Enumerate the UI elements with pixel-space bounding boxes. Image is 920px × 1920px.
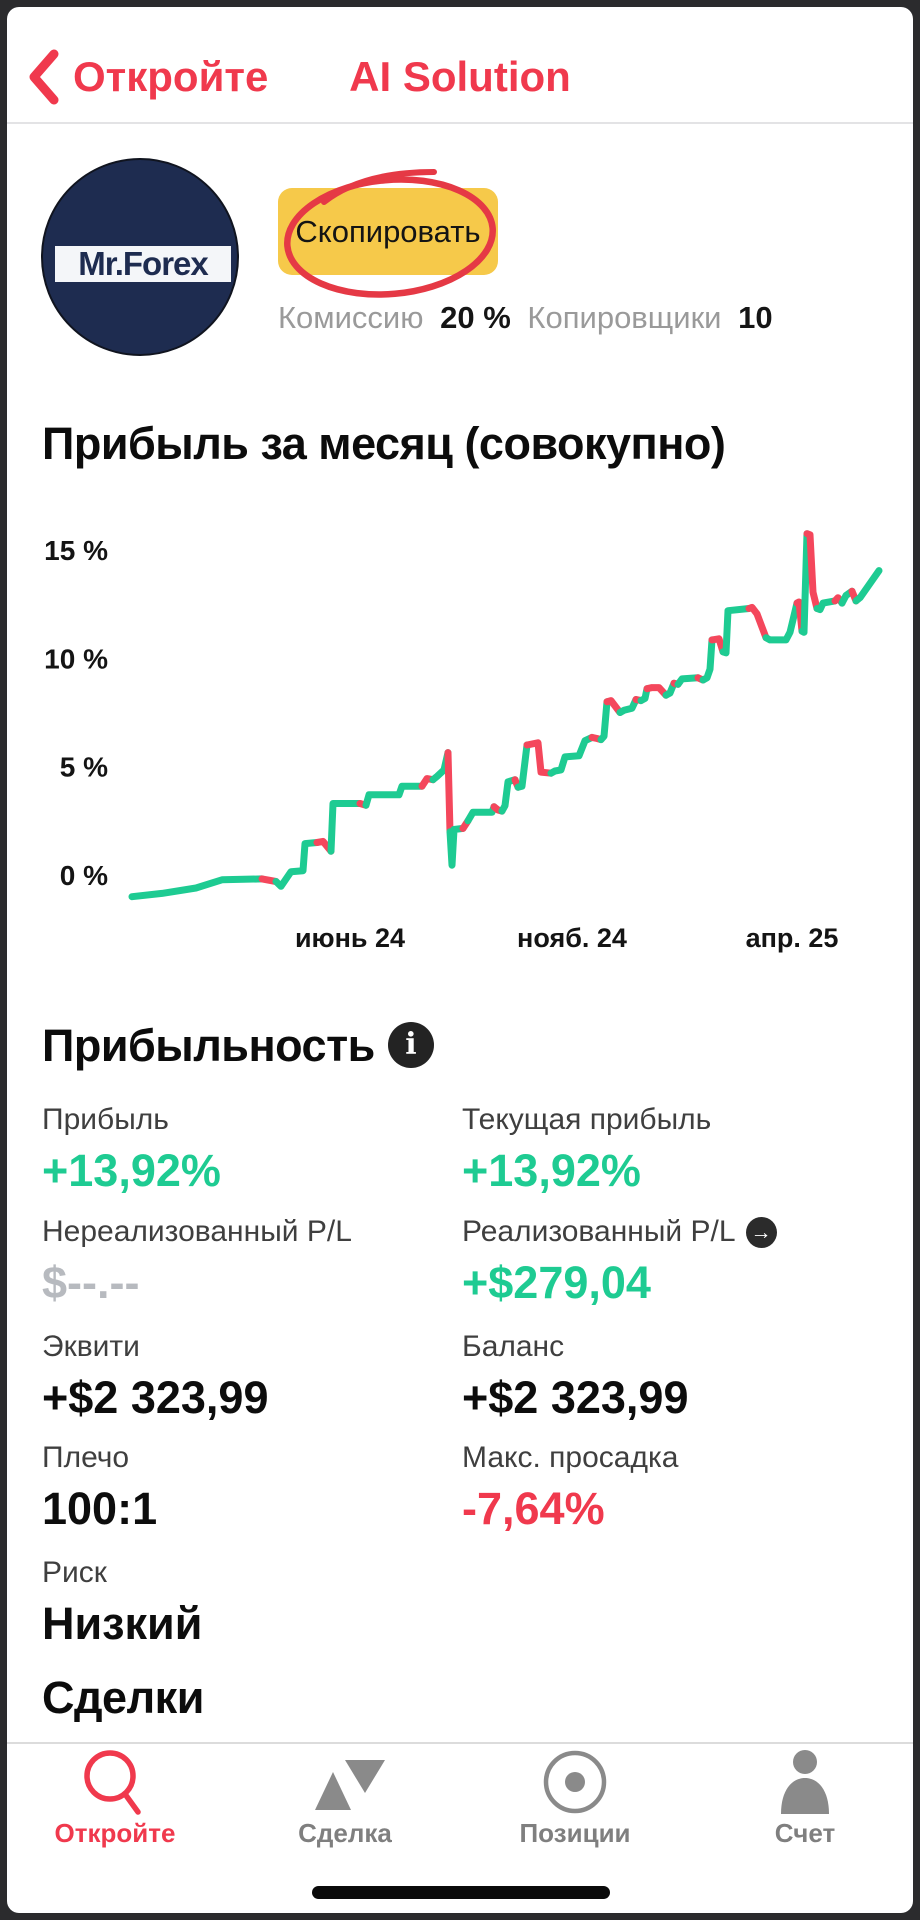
stat-label: Баланс (462, 1330, 565, 1363)
stat-value: -7,64% (462, 1483, 605, 1534)
stat-risk: Риск Низкий (42, 1556, 462, 1650)
tabbar-divider (7, 1742, 913, 1744)
copiers-value: 10 (738, 300, 773, 335)
stat-label: Текущая прибыль (462, 1103, 712, 1136)
monthly-profit-heading: Прибыль за месяц (совокупно) (42, 418, 726, 469)
stat-value: 100:1 (42, 1483, 158, 1534)
svg-text:15 %: 15 % (44, 535, 108, 566)
tab-trade[interactable]: Сделка (255, 1746, 435, 1866)
trades-heading: Сделки (42, 1672, 204, 1723)
stat-label: Макс. просадка (462, 1441, 679, 1474)
stat-realized-pl: Реализованный P/L → +$279,04 (462, 1215, 882, 1309)
stat-max-drawdown: Макс. просадка -7,64% (462, 1441, 882, 1535)
tab-positions[interactable]: Позиции (485, 1746, 665, 1866)
stat-leverage: Плечо 100:1 (42, 1441, 462, 1535)
commission-line: Комиссию 20 % Копировщики 10 (278, 300, 781, 336)
stat-label: Эквити (42, 1330, 140, 1363)
trader-avatar[interactable]: Mr.Forex (41, 158, 239, 356)
avatar-logo-band: Mr.Forex (55, 245, 231, 282)
copiers-label: Копировщики (527, 300, 722, 335)
stat-label: Прибыль (42, 1103, 169, 1136)
tab-label: Позиции (519, 1818, 631, 1848)
stat-equity: Эквити +$2 323,99 (42, 1330, 462, 1424)
tab-account[interactable]: Счет (715, 1746, 895, 1866)
svg-text:10 %: 10 % (44, 643, 108, 674)
stat-label: Риск (42, 1556, 107, 1589)
stat-label-text: Реализованный P/L (462, 1215, 736, 1248)
app-screen: Откройте AI Solution Mr.Forex Скопироват… (7, 7, 913, 1913)
tab-label: Сделка (298, 1818, 392, 1848)
commission-label: Комиссию (278, 300, 424, 335)
tab-label: Откройте (54, 1818, 176, 1848)
copy-highlight-scribble-icon (284, 169, 496, 298)
stat-balance: Баланс +$2 323,99 (462, 1330, 882, 1424)
search-icon (84, 1750, 141, 1815)
page-title: AI Solution (349, 53, 571, 100)
stat-value: +13,92% (462, 1145, 641, 1196)
home-indicator[interactable] (312, 1886, 610, 1899)
stat-profit: Прибыль +13,92% (42, 1103, 462, 1197)
info-icon[interactable]: i (388, 1022, 434, 1068)
commission-value: 20 % (440, 300, 511, 335)
stat-current-profit: Текущая прибыль +13,92% (462, 1103, 882, 1197)
profitability-heading: Прибыльность (42, 1020, 375, 1071)
triangles-icon (315, 1760, 385, 1810)
svg-text:5 %: 5 % (60, 752, 108, 783)
stat-value: $--.-- (42, 1257, 140, 1308)
stat-label: Нереализованный P/L (42, 1215, 352, 1248)
stat-value: +13,92% (42, 1145, 221, 1196)
stat-label: Реализованный P/L → (462, 1215, 882, 1249)
svg-text:нояб. 24: нояб. 24 (517, 923, 627, 953)
profit-line-chart[interactable]: 15 % 10 % 5 % 0 % июнь 24 нояб. 24 апр. 25 (7, 500, 913, 970)
avatar-logo-text: Mr.Forex (78, 245, 209, 282)
nav-divider (7, 122, 913, 124)
svg-text:апр. 25: апр. 25 (746, 923, 839, 953)
stat-value: Низкий (42, 1598, 203, 1649)
svg-text:июнь 24: июнь 24 (295, 923, 405, 953)
arrow-right-circle-icon[interactable]: → (745, 1216, 777, 1248)
stat-value: +$2 323,99 (462, 1372, 689, 1423)
circle-dot-icon (543, 1750, 607, 1814)
stat-unrealized-pl: Нереализованный P/L $--.-- (42, 1215, 462, 1309)
svg-text:0 %: 0 % (60, 860, 108, 891)
nav-back-button[interactable]: Откройте (73, 53, 269, 100)
stat-value: +$279,04 (462, 1257, 651, 1308)
back-chevron-icon[interactable] (24, 48, 64, 108)
stat-label: Плечо (42, 1441, 130, 1474)
tab-open[interactable]: Откройте (25, 1746, 205, 1866)
tab-label: Счет (774, 1818, 836, 1848)
stat-value: +$2 323,99 (42, 1372, 269, 1423)
person-icon (781, 1750, 829, 1814)
